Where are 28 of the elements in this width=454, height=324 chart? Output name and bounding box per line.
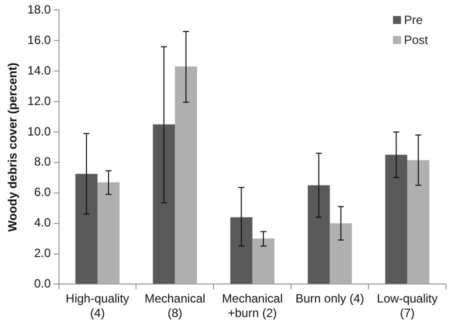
y-tick-label: 6.0 xyxy=(34,185,52,200)
legend-label: Pre xyxy=(402,12,424,30)
y-tick-label: 0.0 xyxy=(34,276,52,291)
y-tick-label: 4.0 xyxy=(34,216,52,230)
y-tick-label: 10.0 xyxy=(27,124,52,138)
bar xyxy=(97,182,120,284)
y-tick-label: 12.0 xyxy=(27,94,52,108)
y-tick-label: 16.0 xyxy=(27,32,52,47)
y-tick-label: 14.0 xyxy=(27,63,52,78)
bar xyxy=(385,154,408,284)
bar xyxy=(330,223,352,284)
bar xyxy=(75,174,98,284)
y-tick-label: 18.0 xyxy=(27,2,52,17)
y-tick-label: 2.0 xyxy=(34,246,52,260)
x-tick-label: Mechanical (8) xyxy=(144,292,206,320)
bar xyxy=(407,160,430,284)
y-axis-title: Woody debris cover (percent) xyxy=(6,62,20,232)
x-tick-label: Mechanical +burn (2) xyxy=(222,292,283,320)
legend-label: Post xyxy=(402,32,428,50)
x-tick-label: High-quality (4) xyxy=(66,292,130,320)
bar xyxy=(308,185,330,284)
bar xyxy=(174,66,197,284)
y-tick-label: 8.0 xyxy=(34,154,52,169)
x-tick-label: Burn only (4) xyxy=(295,292,364,306)
bar xyxy=(152,124,175,284)
x-tick-label: Low-quality (7) xyxy=(376,292,438,320)
bar xyxy=(252,238,274,284)
bar xyxy=(230,217,252,284)
